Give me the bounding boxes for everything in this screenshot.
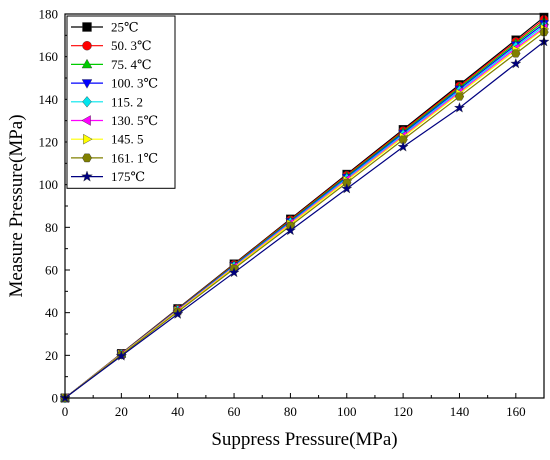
- y-tick-label: 60: [45, 263, 58, 278]
- legend-entry: 145. 5: [71, 132, 144, 147]
- x-tick-label: 80: [284, 404, 297, 419]
- y-tick-label: 40: [45, 305, 58, 320]
- legend-marker: [81, 115, 91, 126]
- data-point: [284, 224, 296, 236]
- legend-entry: 161. 1℃: [71, 150, 158, 165]
- legend-label: 25℃: [111, 20, 139, 35]
- y-tick-label: 0: [52, 391, 59, 406]
- x-axis-title: Suppress Pressure(MPa): [211, 429, 397, 450]
- data-point: [510, 57, 522, 69]
- x-tick-label: 140: [450, 404, 470, 419]
- y-tick-label: 120: [39, 135, 59, 150]
- data-point: [397, 141, 409, 152]
- x-tick-label: 0: [62, 404, 69, 419]
- legend-marker: [81, 79, 93, 89]
- legend-entry: 75. 4℃: [71, 57, 152, 72]
- data-point: [115, 350, 127, 361]
- data-point: [454, 92, 465, 101]
- legend-label: 115. 2: [111, 94, 143, 109]
- data-point: [228, 266, 240, 278]
- y-tick-label: 140: [39, 92, 59, 107]
- y-tick-label: 100: [39, 177, 59, 192]
- legend-marker: [82, 22, 92, 32]
- data-point: [398, 135, 408, 144]
- legend-label: 161. 1℃: [111, 150, 158, 165]
- x-tick-label: 100: [337, 404, 357, 419]
- y-tick-label: 180: [39, 7, 59, 22]
- y-tick-label: 160: [39, 49, 59, 64]
- legend-entry: 100. 3℃: [71, 76, 158, 91]
- series-line: [64, 31, 545, 399]
- x-tick-label: 40: [171, 404, 184, 419]
- legend-label: 145. 5: [111, 132, 144, 147]
- y-tick-label: 20: [45, 348, 58, 363]
- legend-marker: [82, 153, 92, 163]
- legend-label: 50. 3℃: [111, 38, 152, 53]
- y-tick-label: 80: [45, 220, 58, 235]
- legend-label: 175℃: [111, 169, 145, 184]
- series-line: [64, 41, 545, 399]
- x-tick-label: 160: [506, 404, 526, 419]
- legend-entry: 50. 3℃: [71, 38, 152, 53]
- legend-label: 75. 4℃: [111, 57, 152, 72]
- legend-marker: [83, 133, 93, 145]
- legend-label: 130. 5℃: [111, 113, 158, 128]
- legend-marker: [82, 41, 92, 51]
- legend-label: 100. 3℃: [111, 76, 158, 91]
- axes: 0 20 40 60 80 100 120 140 160 0 20 40 60 80 100 120 140 1…: [39, 7, 545, 419]
- data-point: [172, 308, 184, 319]
- x-tick-label: 60: [228, 404, 241, 419]
- y-axis-title: Measure Pressure(MPa): [6, 114, 27, 297]
- legend-entry: 25℃: [71, 20, 139, 35]
- data-point: [511, 49, 521, 58]
- series-layer: [59, 12, 550, 404]
- x-tick-label: 20: [115, 404, 128, 419]
- legend: 25℃ 50. 3℃ 75. 4℃ 100. 3℃ 115. 2 130. 5℃ 145. …: [66, 15, 176, 189]
- legend-marker: [82, 96, 92, 108]
- x-tick-label: 120: [393, 404, 413, 419]
- data-point: [341, 182, 353, 194]
- legend-entry: 175℃: [71, 169, 145, 184]
- legend-marker: [81, 170, 93, 182]
- data-point: [453, 102, 466, 113]
- legend-entry: 130. 5℃: [71, 113, 158, 128]
- legend-entry: 115. 2: [71, 94, 143, 109]
- legend-marker: [81, 58, 93, 69]
